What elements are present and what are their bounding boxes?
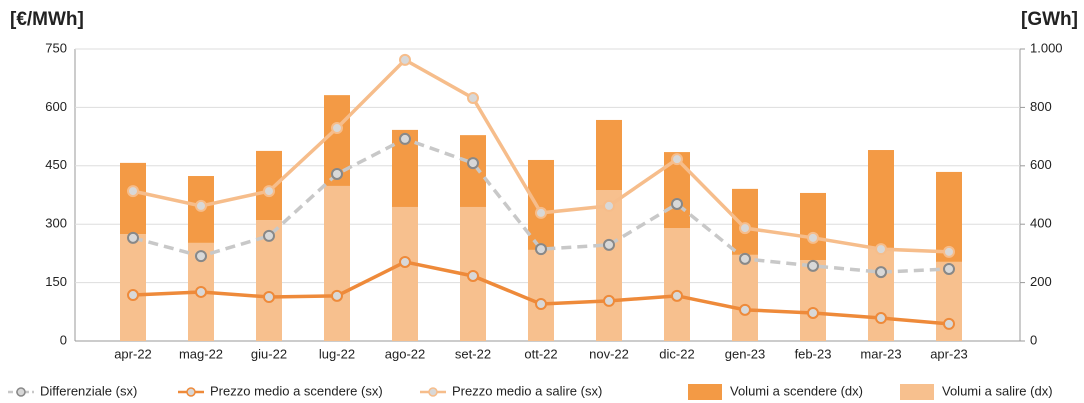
marker: [195, 250, 207, 263]
marker: [535, 298, 547, 311]
y2-axis-title: [GWh]: [1021, 9, 1078, 30]
y-tick-label: 600: [45, 99, 67, 114]
marker: [195, 285, 207, 298]
marker: [943, 245, 955, 258]
x-tick-label: nov-22: [589, 346, 629, 361]
bar: [664, 227, 690, 341]
marker: [535, 243, 547, 256]
y2-tick-label: 400: [1030, 216, 1052, 231]
marker: [263, 185, 275, 198]
bar: [868, 150, 894, 249]
legend-label: Volumi a scendere (dx): [730, 383, 863, 398]
marker: [875, 243, 887, 256]
marker: [467, 269, 479, 282]
y2-tick-label: 600: [1030, 157, 1052, 172]
marker: [535, 206, 547, 219]
marker: [399, 132, 411, 145]
legend-marker: [428, 387, 438, 397]
legend-label: Volumi a salire (dx): [942, 383, 1053, 398]
marker: [671, 289, 683, 302]
y2-tick-label: 1.000: [1030, 40, 1063, 55]
y-tick-label: 0: [60, 332, 67, 347]
bar: [800, 192, 826, 261]
marker: [467, 157, 479, 170]
bar: [120, 234, 146, 341]
marker: [943, 262, 955, 275]
marker: [603, 294, 615, 307]
x-tick-label: mag-22: [179, 346, 223, 361]
marker: [331, 122, 343, 135]
x-tick-label: ago-22: [385, 346, 425, 361]
marker: [331, 289, 343, 302]
marker: [671, 197, 683, 210]
y2-tick-label: 800: [1030, 99, 1052, 114]
bar: [868, 248, 894, 341]
marker: [671, 153, 683, 166]
marker: [875, 312, 887, 325]
marker: [739, 222, 751, 235]
x-tick-label: gen-23: [725, 346, 765, 361]
bar: [528, 159, 554, 250]
legend-marker: [186, 387, 196, 397]
marker: [807, 259, 819, 272]
marker: [263, 229, 275, 242]
x-tick-label: ott-22: [524, 346, 557, 361]
marker: [127, 289, 139, 302]
marker: [739, 303, 751, 316]
marker: [399, 255, 411, 268]
bar: [392, 206, 418, 341]
legend-marker: [16, 387, 26, 397]
marker: [467, 92, 479, 105]
y-axis-title: [€/MWh]: [10, 9, 84, 30]
bar: [528, 249, 554, 341]
bar: [732, 254, 758, 341]
x-tick-label: lug-22: [319, 346, 355, 361]
marker: [195, 199, 207, 212]
x-tick-label: mar-23: [860, 346, 901, 361]
bar: [460, 135, 486, 207]
legend-label: Prezzo medio a scendere (sx): [210, 383, 383, 398]
x-tick-label: giu-22: [251, 346, 287, 361]
x-tick-label: apr-23: [930, 346, 968, 361]
marker: [807, 231, 819, 244]
marker: [263, 291, 275, 304]
x-tick-label: apr-22: [114, 346, 152, 361]
y-tick-label: 300: [45, 216, 67, 231]
y2-tick-label: 200: [1030, 274, 1052, 289]
bar: [120, 162, 146, 235]
y-tick-label: 450: [45, 157, 67, 172]
bar: [596, 190, 622, 341]
y-tick-label: 750: [45, 40, 67, 55]
marker: [399, 53, 411, 66]
bar: [732, 188, 758, 255]
x-tick-label: set-22: [455, 346, 491, 361]
marker: [875, 266, 887, 279]
marker: [603, 199, 615, 212]
x-tick-label: feb-23: [795, 346, 832, 361]
marker: [127, 231, 139, 244]
marker: [127, 185, 139, 198]
bar: [800, 260, 826, 341]
bar: [596, 119, 622, 191]
x-tick-label: dic-22: [659, 346, 694, 361]
y-tick-label: 150: [45, 274, 67, 289]
legend-swatch: [900, 384, 934, 400]
marker: [331, 167, 343, 180]
marker: [739, 252, 751, 265]
y2-tick-label: 0: [1030, 332, 1037, 347]
legend-label: Prezzo medio a salire (sx): [452, 383, 602, 398]
legend-label: Differenziale (sx): [40, 383, 137, 398]
bar: [324, 185, 350, 341]
marker: [943, 317, 955, 330]
marker: [807, 306, 819, 319]
marker: [603, 238, 615, 251]
legend-swatch: [688, 384, 722, 400]
